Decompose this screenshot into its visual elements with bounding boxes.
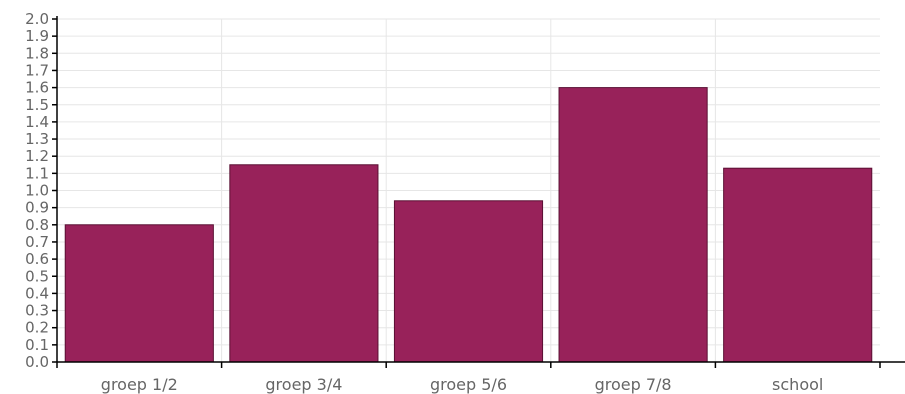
y-tick-label: 1.6 (25, 79, 49, 97)
y-tick-label: 0.1 (25, 336, 49, 354)
y-tick-label: 0.9 (25, 199, 49, 217)
bar-1 (64, 224, 214, 363)
y-tick-label: 1.9 (25, 27, 49, 45)
y-tick-label: 0.4 (25, 284, 49, 302)
y-tick-label: 0.7 (25, 233, 49, 251)
y-tick-label: 1.0 (25, 182, 49, 200)
bar-5 (723, 167, 873, 363)
y-tick-label: 1.2 (25, 147, 49, 165)
x-axis-ticks: groep 1/2 groep 3/4 groep 5/6 groep 7/8 scho… (56, 362, 881, 394)
y-tick-label: 1.3 (25, 130, 49, 148)
y-tick-label: 1.8 (25, 44, 49, 62)
y-tick-label: 1.4 (25, 113, 49, 131)
bar-4 (558, 87, 708, 363)
y-tick-label: 0.5 (25, 267, 49, 285)
bars (64, 87, 873, 363)
y-tick-label: 0.3 (25, 302, 49, 320)
y-tick-label: 2.0 (25, 10, 49, 28)
x-tick-label: groep 5/6 (430, 375, 507, 394)
y-tick-label: 1.5 (25, 96, 49, 114)
bar-3 (393, 200, 544, 363)
y-tick-label: 1.1 (25, 164, 49, 182)
y-tick-label: 0.0 (25, 353, 49, 371)
axes (56, 16, 905, 363)
y-tick-label: 0.2 (25, 319, 49, 337)
y-tick-label: 0.8 (25, 216, 49, 234)
x-tick-label: groep 3/4 (265, 375, 342, 394)
x-tick-label: groep 1/2 (101, 375, 178, 394)
y-tick-label: 0.6 (25, 250, 49, 268)
x-tick-label: groep 7/8 (595, 375, 672, 394)
bar-2 (229, 164, 379, 363)
y-axis-ticks: 0.00.10.20.30.40.50.60.70.80.91.01.11.21… (25, 10, 57, 371)
x-tick-label: school (772, 375, 823, 394)
y-tick-label: 1.7 (25, 61, 49, 79)
